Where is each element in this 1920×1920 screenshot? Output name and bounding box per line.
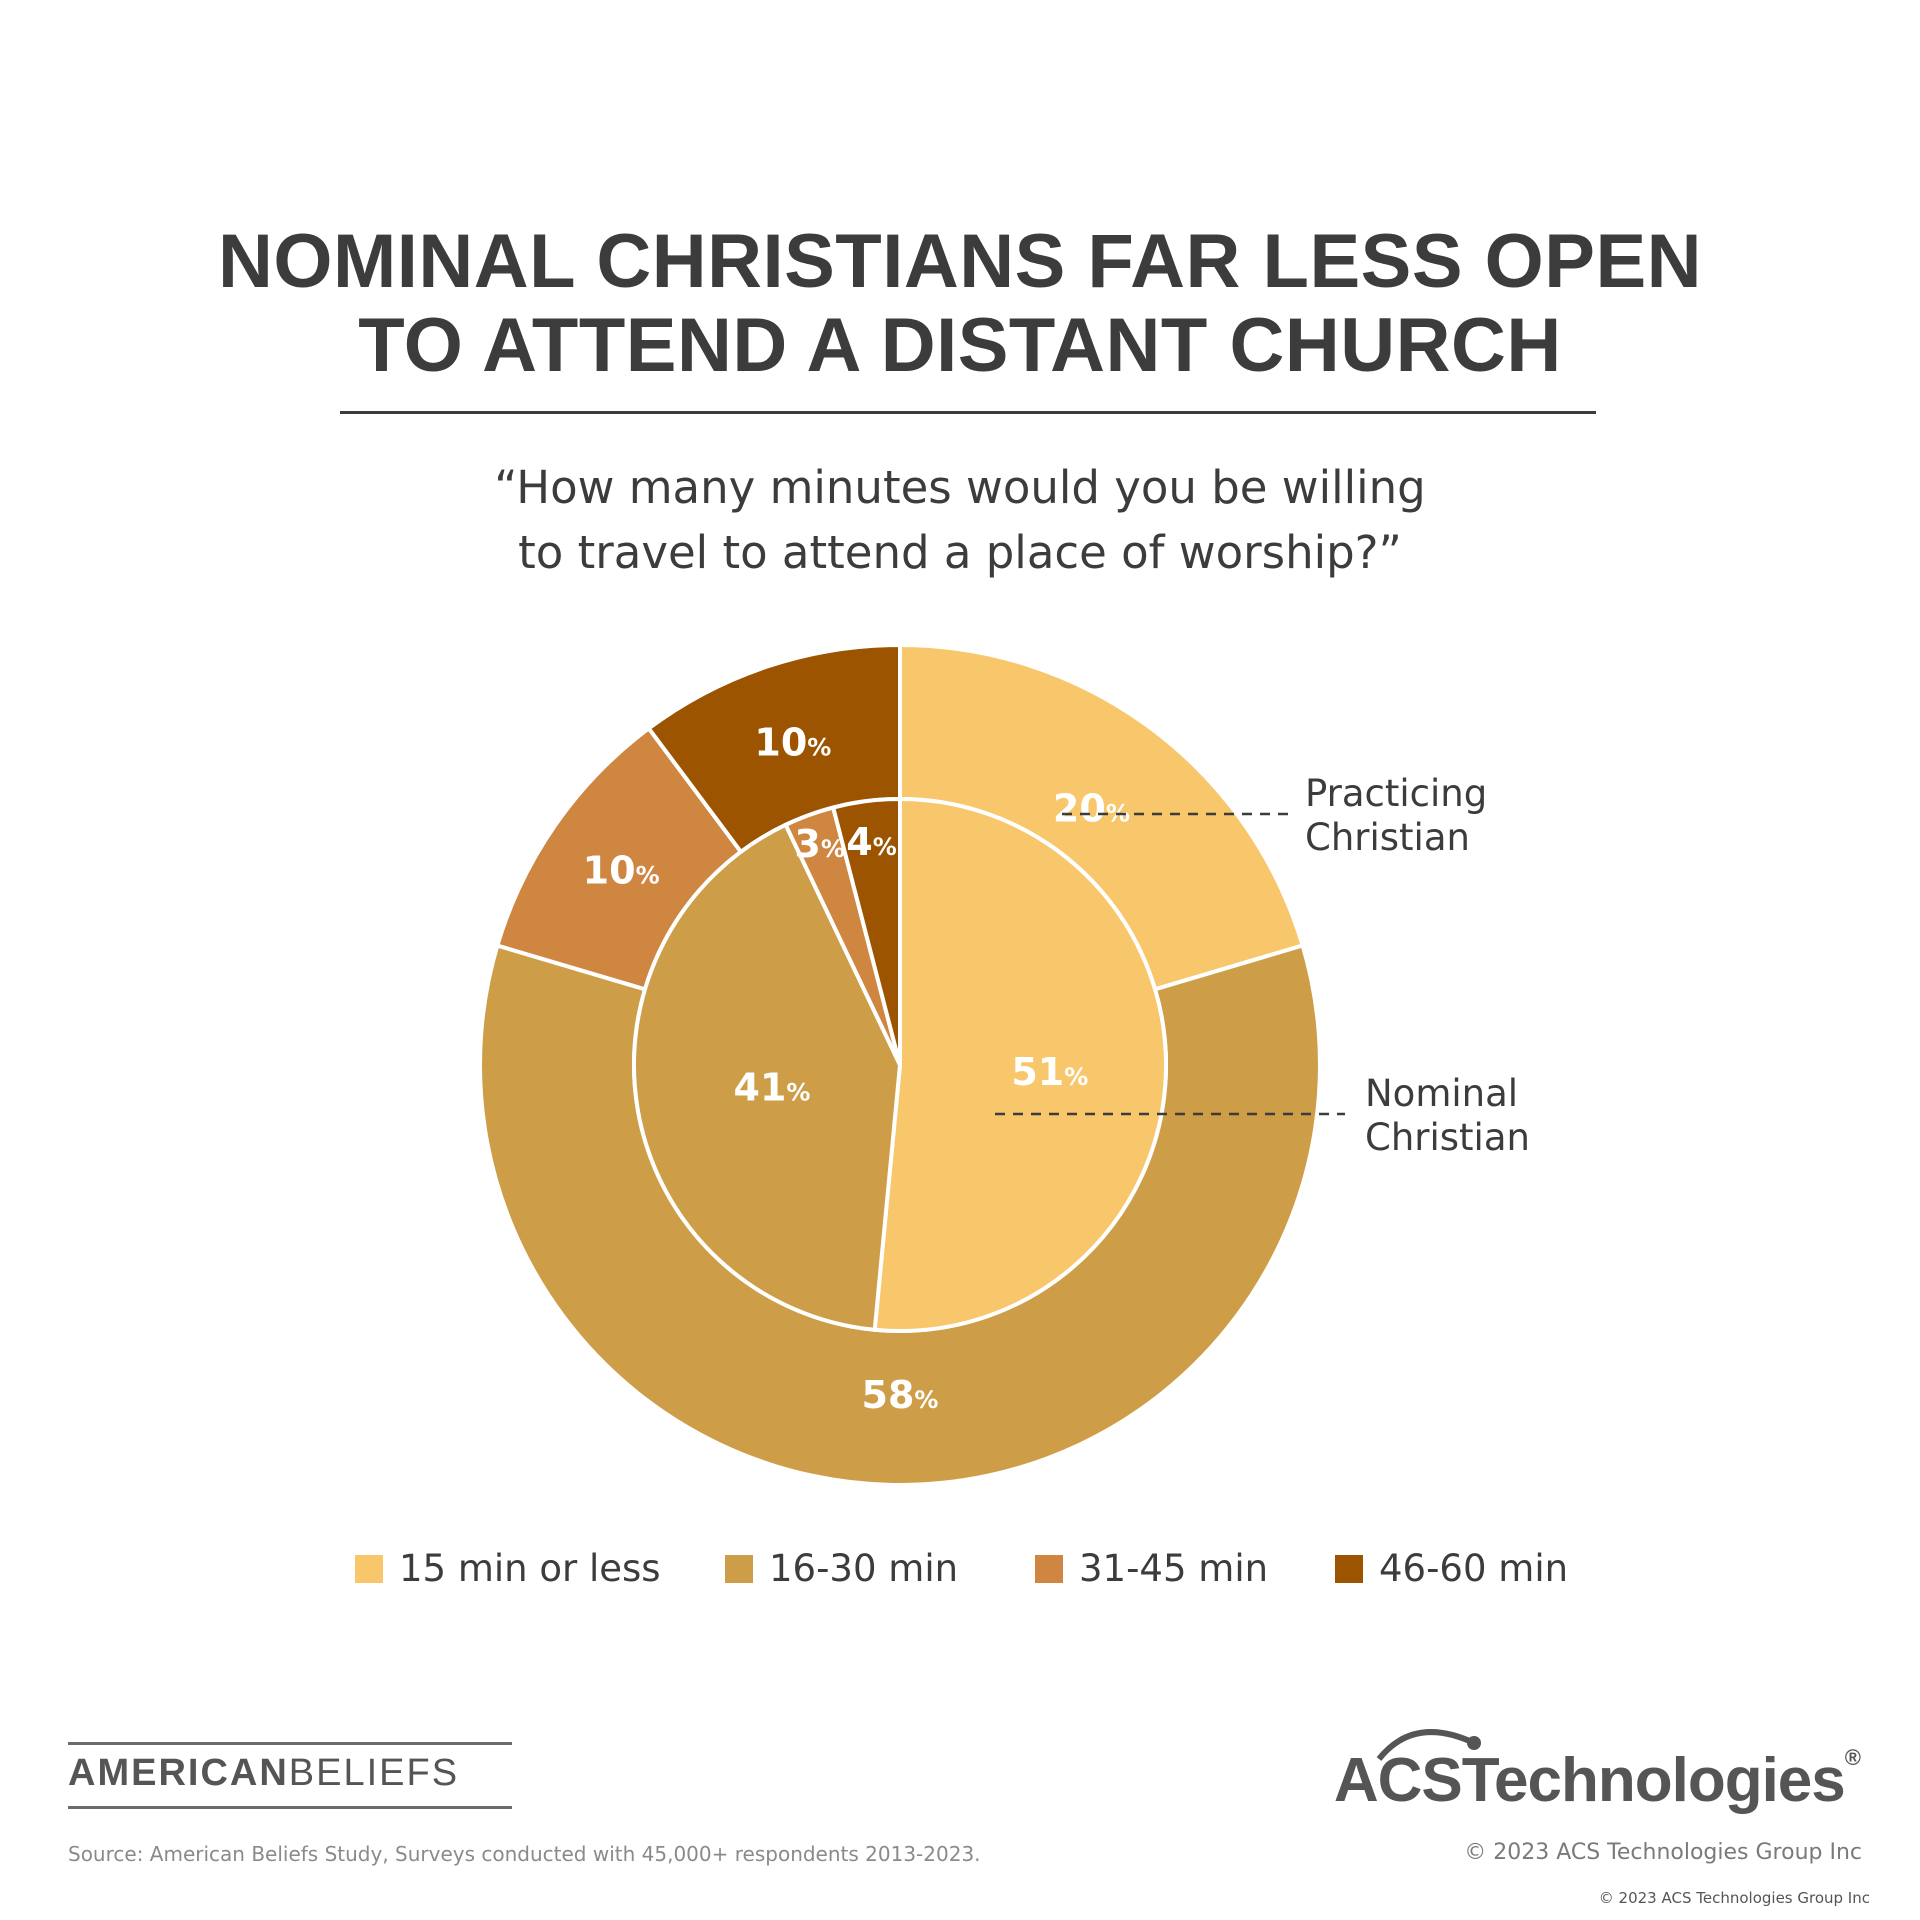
inner-slice-46-60 (830, 796, 902, 1066)
outer-value-label-31-45: 10% (583, 848, 660, 892)
legend-label-46-60: 46-60 min (1379, 1547, 1569, 1590)
value-labels: 20% 58% 10% 10% 51% 41% 3% 4% (583, 720, 1130, 1417)
acs-wordmark: ACSTechnologies (1333, 1746, 1846, 1815)
legend-label-16-30: 16-30 min (769, 1547, 959, 1590)
title-divider (340, 411, 1596, 414)
outer-ring (478, 642, 1322, 1487)
legend-label-15-or-less: 15 min or less (399, 1547, 661, 1590)
logo-arc-icon (1376, 1729, 1481, 1761)
legend-item-46-60: 46-60 min (1335, 1547, 1568, 1590)
inner-ring-label: Nominal Christian (1365, 1072, 1530, 1160)
logo-rule-top (68, 1742, 512, 1745)
outer-value-label-15-or-less: 20% (1053, 787, 1130, 831)
legend-label-31-45: 31-45 min (1079, 1547, 1269, 1590)
outer-value-label-16-30: 58% (862, 1373, 939, 1417)
legend: 15 min or less 16-30 min 31-45 min 46-60… (0, 1547, 1920, 1597)
outer-value-label-46-60: 10% (754, 720, 831, 764)
registered-mark: ® (1844, 1745, 1861, 1770)
legend-swatch-15-or-less (355, 1554, 383, 1583)
outer-ring-label-line-2: Christian (1305, 816, 1470, 859)
leader-lines (995, 812, 1345, 1116)
inner-value-label-46-60: 4% (846, 820, 897, 864)
inner-value-label-15-or-less: 51% (1011, 1050, 1088, 1094)
title-line-2: TO ATTEND A DISTANT CHURCH (358, 303, 1562, 388)
inner-value-label-31-45: 3% (794, 822, 845, 866)
inner-ring-label-line-2: Christian (1365, 1116, 1530, 1159)
question-line-2: to travel to attend a place of worship?” (518, 526, 1402, 579)
outer-ring-label-line-1: Practicing (1305, 772, 1488, 815)
outer-ring-label: Practicing Christian (1305, 772, 1487, 860)
legend-item-15-or-less: 15 min or less (355, 1547, 661, 1590)
legend-swatch-16-30 (725, 1554, 753, 1583)
question-line-1: “How many minutes would you be willing (494, 461, 1426, 514)
wordmark-bold: AMERICAN (68, 1752, 289, 1794)
inner-ring (631, 796, 1168, 1333)
legend-swatch-31-45 (1035, 1554, 1063, 1583)
logo-rule-bottom (68, 1806, 512, 1809)
american-beliefs-wordmark: AMERICANBELIEFS (68, 1752, 459, 1795)
title-line-1: NOMINAL CHRISTIANS FAR LESS OPEN (217, 219, 1703, 304)
inner-slice-15-or-less (872, 796, 1168, 1333)
copyright-small: © 2023 ACS Technologies Group Inc (1598, 1889, 1870, 1907)
inner-value-label-16-30: 41% (734, 1066, 811, 1110)
chart-title: NOMINAL CHRISTIANS FAR LESS OPEN TO ATTE… (0, 220, 1920, 388)
american-beliefs-logo: AMERICANBELIEFS (68, 1742, 512, 1810)
legend-item-16-30: 16-30 min (725, 1547, 958, 1590)
legend-item-31-45: 31-45 min (1035, 1547, 1268, 1590)
inner-slice-16-30 (631, 822, 903, 1332)
inner-ring-label-line-1: Nominal (1365, 1072, 1519, 1115)
chart-question: “How many minutes would you be willing t… (0, 455, 1920, 585)
copyright-main: © 2023 ACS Technologies Group Inc (1464, 1840, 1862, 1865)
acs-technologies-logo: ACSTechnologies® (1333, 1729, 1861, 1816)
legend-swatch-46-60 (1335, 1554, 1363, 1583)
wordmark-light: BELIEFS (288, 1752, 460, 1794)
source-note: Source: American Beliefs Study, Surveys … (68, 1842, 981, 1866)
